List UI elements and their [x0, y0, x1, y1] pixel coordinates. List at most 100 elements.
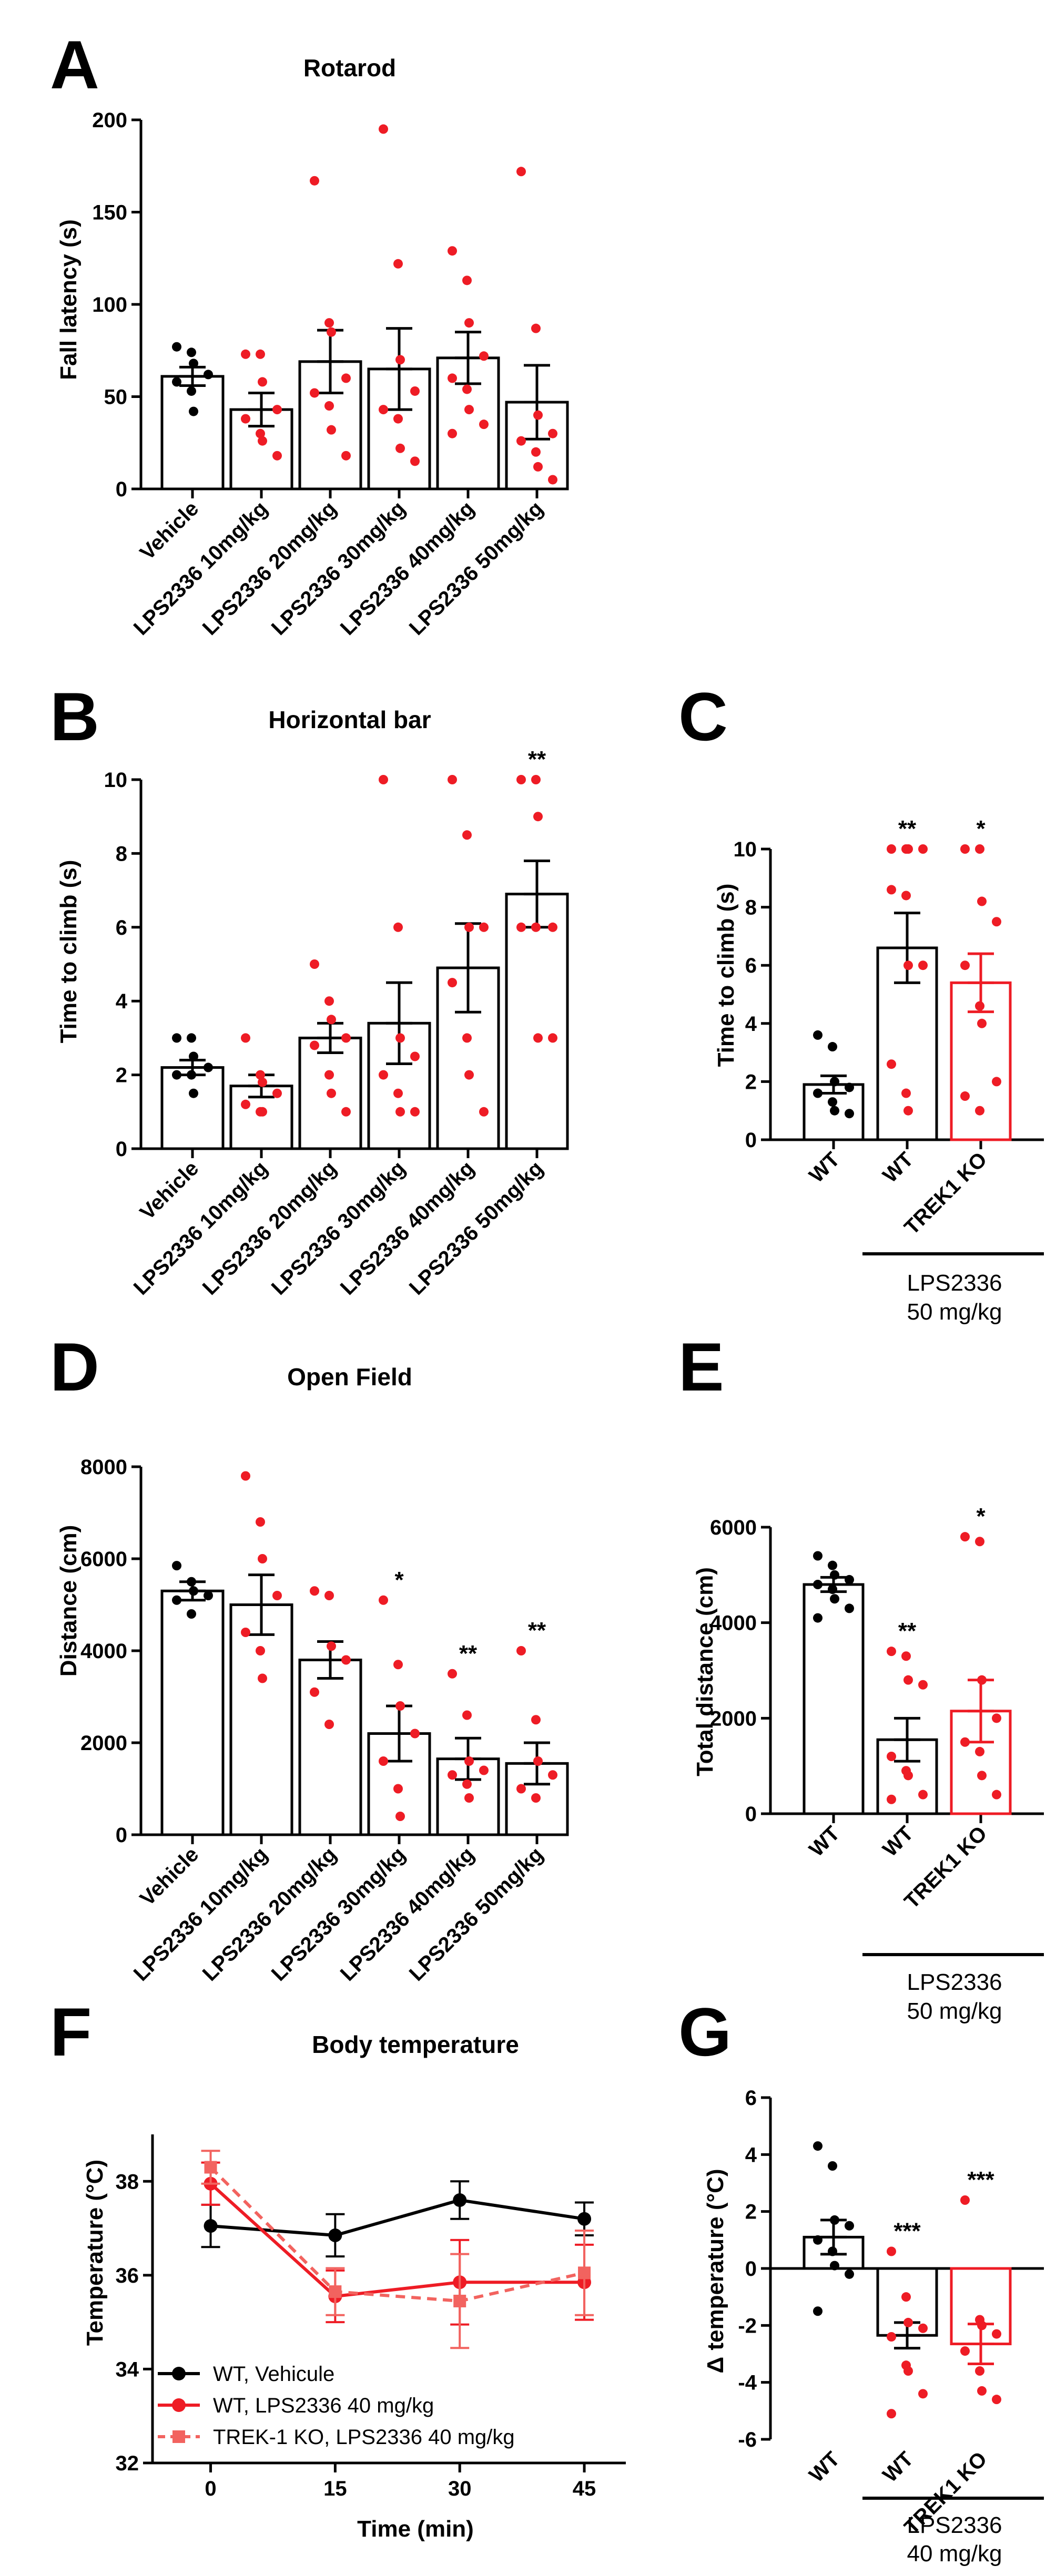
data-point	[464, 922, 474, 932]
data-point	[328, 2228, 342, 2242]
data-point	[960, 1737, 970, 1747]
data-point	[172, 1033, 181, 1043]
x-tick-label: LPS2336 50mg/kg	[405, 497, 548, 640]
y-tick-label: 36	[116, 2264, 139, 2287]
data-point	[531, 1715, 541, 1725]
chart-title: Horizontal bar	[268, 706, 431, 733]
data-point	[379, 1756, 388, 1766]
data-point	[258, 1554, 267, 1563]
x-tick-label: 0	[205, 2477, 216, 2500]
data-point	[992, 917, 1001, 927]
data-point	[395, 443, 405, 453]
panel-letter-g: G	[678, 1994, 732, 2070]
data-point	[903, 2366, 913, 2376]
data-point	[172, 1070, 181, 1080]
data-point	[845, 1603, 854, 1613]
data-point	[187, 1070, 196, 1080]
data-point	[189, 1088, 198, 1098]
data-point	[918, 1680, 928, 1690]
data-point	[960, 844, 970, 854]
data-point	[977, 2386, 987, 2396]
data-point	[479, 922, 489, 932]
data-point	[241, 349, 250, 359]
bar	[505, 893, 569, 1150]
data-point	[548, 475, 557, 485]
data-point	[845, 1109, 854, 1119]
data-point	[918, 960, 928, 970]
x-tick-label: LPS2336 20mg/kg	[198, 1157, 341, 1300]
y-tick-label: 150	[92, 201, 127, 224]
x-tick-label: WT	[805, 1148, 844, 1187]
significance-label: *	[976, 1504, 986, 1529]
data-point	[324, 1070, 334, 1080]
data-point	[975, 1537, 984, 1547]
y-axis-label: Distance (cm)	[56, 1525, 82, 1677]
data-point	[531, 1793, 541, 1803]
y-tick-label: 2	[745, 2201, 757, 2224]
data-point	[464, 318, 474, 328]
y-tick-label: 2	[116, 1064, 127, 1087]
data-point	[187, 1609, 196, 1619]
data-point	[189, 359, 198, 369]
data-point	[172, 377, 181, 387]
y-tick-label: 6	[745, 954, 757, 977]
data-point	[327, 327, 336, 337]
data-point	[531, 447, 541, 457]
data-point	[992, 2329, 1001, 2339]
data-point	[845, 1082, 854, 1092]
data-point	[975, 1001, 984, 1011]
data-point	[448, 246, 457, 256]
data-point	[241, 414, 250, 424]
data-point	[172, 1595, 181, 1605]
data-point	[310, 1687, 319, 1697]
significance-label: **	[898, 816, 917, 842]
treatment-label-line2: 50 mg/kg	[907, 1299, 1002, 1325]
data-point	[256, 1070, 265, 1080]
data-point	[533, 410, 543, 420]
data-point	[204, 1591, 213, 1600]
data-point	[272, 451, 282, 461]
data-point	[813, 2306, 823, 2316]
data-point	[830, 2215, 839, 2225]
significance-label: **	[459, 1641, 478, 1667]
x-tick-label: LPS2336 50mg/kg	[405, 1843, 548, 1986]
data-point	[448, 1770, 457, 1780]
bar	[160, 1589, 225, 1836]
significance-label: *	[976, 816, 986, 842]
x-tick-label: LPS2336 10mg/kg	[129, 497, 272, 640]
data-point	[828, 1560, 837, 1570]
data-point	[533, 1033, 543, 1043]
data-point	[813, 1613, 823, 1623]
data-point	[187, 1577, 196, 1587]
data-point	[258, 1673, 267, 1683]
data-point	[448, 373, 457, 383]
data-point	[887, 2246, 896, 2256]
y-axis-label: Δ temperature (°C)	[703, 2169, 728, 2373]
data-point	[577, 2212, 592, 2226]
data-point	[379, 124, 388, 134]
data-point	[918, 844, 928, 854]
data-point	[393, 259, 403, 269]
data-point	[479, 1107, 489, 1117]
series-line	[209, 2182, 585, 2298]
x-tick-label: LPS2336 50mg/kg	[405, 1157, 548, 1300]
data-point	[531, 922, 541, 932]
data-point	[975, 844, 984, 854]
data-point	[341, 451, 351, 461]
data-point	[462, 830, 472, 840]
data-point	[903, 1106, 913, 1116]
data-point	[256, 1646, 265, 1655]
data-point	[975, 1106, 984, 1116]
data-point	[379, 1070, 388, 1080]
chart-panel-a: Rotarod Fall latency (s) 0 50 100 150 200 Veh…	[56, 54, 569, 640]
data-point	[903, 2317, 913, 2327]
data-point	[462, 1779, 472, 1789]
data-point	[327, 1015, 336, 1025]
data-point	[464, 1756, 474, 1766]
data-point	[272, 1591, 282, 1600]
x-axis-label: Time (min)	[357, 2516, 474, 2542]
data-point	[516, 775, 526, 784]
